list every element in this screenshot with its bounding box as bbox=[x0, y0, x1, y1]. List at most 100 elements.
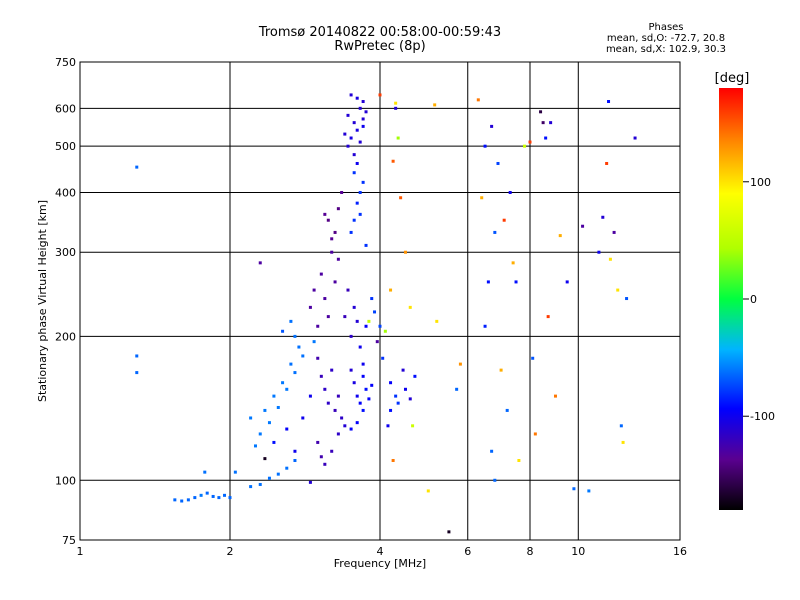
data-point bbox=[361, 124, 365, 128]
data-point bbox=[267, 421, 271, 425]
data-point bbox=[355, 128, 359, 132]
data-point bbox=[343, 132, 347, 136]
data-point bbox=[293, 371, 297, 375]
data-point bbox=[549, 121, 553, 125]
data-point bbox=[502, 218, 506, 222]
data-point bbox=[352, 121, 356, 125]
data-point bbox=[316, 440, 320, 444]
data-point bbox=[316, 324, 320, 328]
data-point bbox=[263, 408, 267, 412]
chart-title: Tromsø 20140822 00:58:00-00:59:43 bbox=[258, 25, 502, 40]
data-point bbox=[336, 207, 340, 211]
data-point bbox=[486, 280, 490, 284]
data-point bbox=[340, 190, 344, 194]
data-point bbox=[180, 499, 184, 503]
data-point bbox=[483, 324, 487, 328]
data-point bbox=[499, 368, 503, 372]
data-point bbox=[333, 408, 337, 412]
data-point bbox=[496, 161, 500, 165]
data-point bbox=[364, 110, 368, 114]
data-point bbox=[289, 319, 293, 323]
x-axis-label: Frequency [MHz] bbox=[334, 557, 426, 570]
data-point bbox=[346, 288, 350, 292]
data-point bbox=[228, 496, 232, 500]
data-point bbox=[480, 196, 484, 200]
data-point bbox=[361, 408, 365, 412]
data-point bbox=[403, 250, 407, 254]
data-point bbox=[608, 257, 612, 261]
data-point bbox=[349, 334, 353, 338]
data-point bbox=[528, 140, 532, 144]
data-point bbox=[323, 212, 327, 216]
data-point bbox=[343, 424, 347, 428]
chart-subtitle: RwPretec (8p) bbox=[334, 39, 426, 54]
data-point bbox=[358, 140, 362, 144]
data-point bbox=[523, 144, 527, 148]
data-point bbox=[293, 449, 297, 453]
data-point bbox=[253, 444, 257, 448]
data-point bbox=[391, 159, 395, 163]
data-point bbox=[633, 136, 637, 140]
data-point bbox=[619, 424, 623, 428]
data-point bbox=[411, 424, 415, 428]
data-point bbox=[135, 371, 139, 375]
data-point bbox=[399, 196, 403, 200]
data-point bbox=[505, 408, 509, 412]
data-point bbox=[544, 136, 548, 140]
data-point bbox=[612, 230, 616, 234]
phase-stats-x: mean, sd,X: 102.9, 30.3 bbox=[605, 44, 727, 55]
colorbar-label: [deg] bbox=[715, 71, 750, 86]
data-point bbox=[396, 136, 400, 140]
data-point bbox=[203, 470, 207, 474]
data-point bbox=[333, 280, 337, 284]
y-tick-label: 750 bbox=[55, 56, 76, 69]
data-point bbox=[358, 401, 362, 405]
data-point bbox=[355, 394, 359, 398]
data-point bbox=[572, 487, 576, 491]
data-point bbox=[319, 272, 323, 276]
data-point bbox=[625, 297, 629, 301]
data-point bbox=[319, 455, 323, 459]
data-point bbox=[389, 288, 393, 292]
data-point bbox=[447, 530, 451, 534]
data-point bbox=[403, 387, 407, 391]
data-point bbox=[370, 297, 374, 301]
y-tick-label: 600 bbox=[55, 102, 76, 115]
data-point bbox=[401, 368, 405, 372]
data-point bbox=[426, 489, 430, 493]
data-point bbox=[355, 161, 359, 165]
data-point bbox=[289, 362, 293, 366]
data-point bbox=[333, 230, 337, 234]
data-point bbox=[386, 424, 390, 428]
data-point bbox=[511, 261, 515, 265]
data-point bbox=[217, 496, 221, 500]
data-point bbox=[493, 230, 497, 234]
colorbar-tick-label: -100 bbox=[750, 410, 775, 423]
data-point bbox=[319, 374, 323, 378]
data-point bbox=[378, 324, 382, 328]
data-point bbox=[558, 234, 562, 238]
data-point bbox=[364, 387, 368, 391]
data-point bbox=[483, 144, 487, 148]
x-tick-label: 16 bbox=[673, 545, 687, 558]
data-point bbox=[361, 374, 365, 378]
data-point bbox=[361, 117, 365, 121]
data-point bbox=[601, 215, 605, 219]
data-point bbox=[308, 480, 312, 484]
data-point bbox=[514, 280, 518, 284]
data-point bbox=[517, 458, 521, 462]
data-point bbox=[433, 103, 437, 107]
data-point bbox=[597, 250, 601, 254]
y-tick-label: 100 bbox=[55, 474, 76, 487]
colorbar bbox=[719, 88, 743, 510]
data-point bbox=[173, 498, 177, 502]
data-point bbox=[349, 93, 353, 97]
y-tick-label: 200 bbox=[55, 330, 76, 343]
data-point bbox=[135, 165, 139, 169]
data-point bbox=[476, 98, 480, 102]
phase-stats-heading: Phases bbox=[648, 22, 684, 33]
data-point bbox=[364, 243, 368, 247]
data-point bbox=[326, 315, 330, 319]
data-point bbox=[308, 394, 312, 398]
x-tick-label: 6 bbox=[464, 545, 471, 558]
